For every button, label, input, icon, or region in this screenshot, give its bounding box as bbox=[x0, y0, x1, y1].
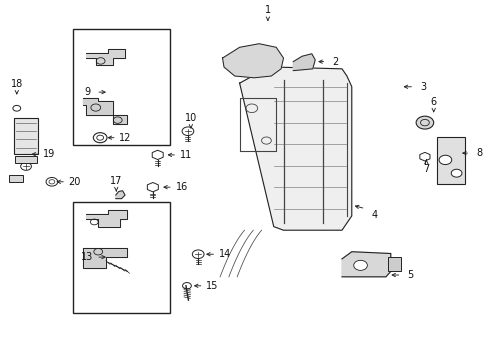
Text: 4: 4 bbox=[370, 210, 377, 220]
Text: 6: 6 bbox=[430, 97, 436, 107]
Polygon shape bbox=[239, 67, 351, 230]
Bar bbox=[15, 156, 37, 163]
Text: 16: 16 bbox=[175, 182, 187, 192]
Circle shape bbox=[450, 169, 461, 177]
Polygon shape bbox=[86, 49, 125, 65]
Bar bbox=[73, 30, 170, 145]
Bar bbox=[436, 137, 465, 184]
Polygon shape bbox=[293, 54, 315, 71]
Bar bbox=[9, 175, 23, 182]
Text: 19: 19 bbox=[43, 149, 56, 159]
Circle shape bbox=[438, 155, 451, 165]
Text: 5: 5 bbox=[407, 270, 412, 280]
Polygon shape bbox=[86, 211, 127, 226]
Circle shape bbox=[353, 260, 366, 270]
Polygon shape bbox=[341, 252, 390, 277]
Text: 9: 9 bbox=[84, 87, 90, 97]
Circle shape bbox=[415, 116, 433, 129]
Text: 2: 2 bbox=[331, 57, 338, 67]
Text: 1: 1 bbox=[264, 5, 270, 15]
Text: 20: 20 bbox=[68, 177, 81, 187]
Text: 14: 14 bbox=[219, 249, 231, 259]
Text: 8: 8 bbox=[475, 148, 481, 158]
Text: 13: 13 bbox=[81, 252, 93, 262]
Bar bbox=[387, 257, 400, 271]
Text: 10: 10 bbox=[184, 113, 197, 123]
Polygon shape bbox=[82, 98, 127, 125]
Polygon shape bbox=[116, 191, 125, 199]
Text: 7: 7 bbox=[423, 164, 428, 174]
Text: 3: 3 bbox=[419, 82, 425, 92]
Text: 11: 11 bbox=[180, 150, 192, 160]
Text: 18: 18 bbox=[11, 79, 23, 89]
Text: 17: 17 bbox=[110, 176, 122, 186]
Polygon shape bbox=[222, 44, 283, 78]
Text: 12: 12 bbox=[119, 133, 131, 143]
Polygon shape bbox=[82, 248, 127, 268]
Text: 15: 15 bbox=[206, 281, 218, 291]
Bar bbox=[14, 118, 38, 154]
Bar bbox=[73, 202, 170, 314]
